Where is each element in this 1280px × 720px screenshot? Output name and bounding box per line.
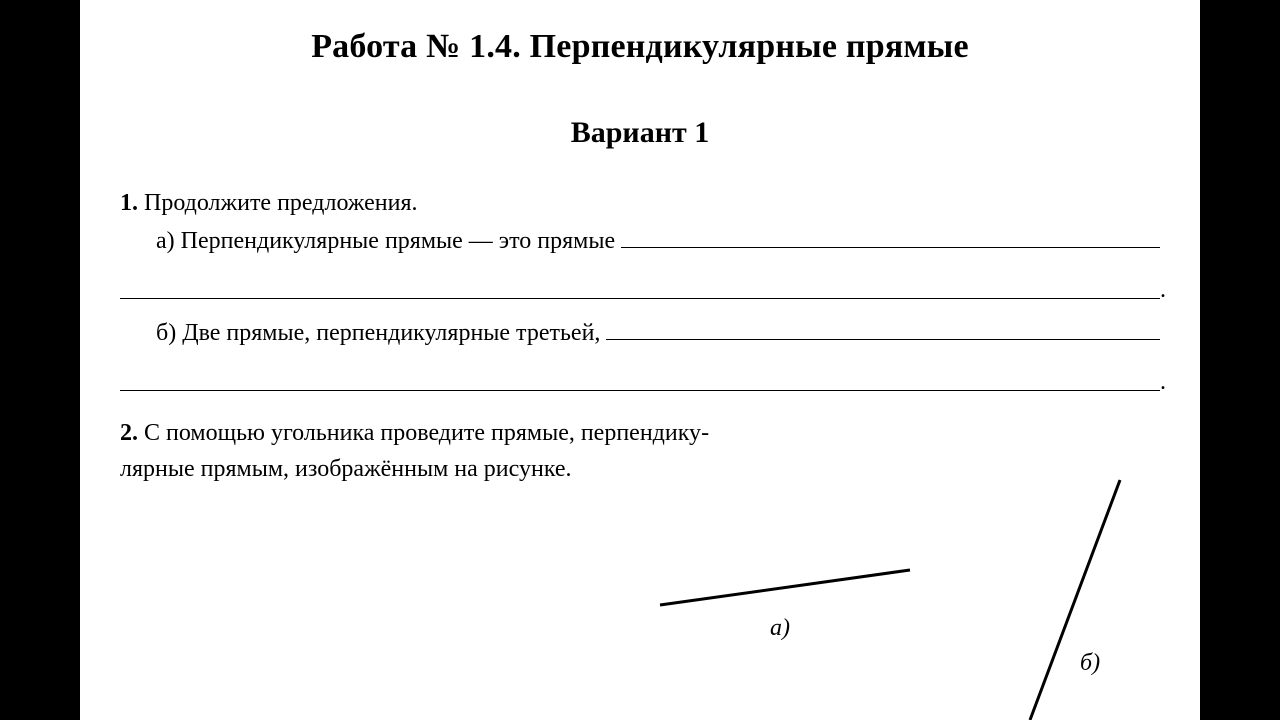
- diagram-line-a: [660, 570, 910, 605]
- worksheet-page: Работа № 1.4. Перпендикулярные прямые Ва…: [80, 0, 1200, 720]
- task-1b-label: б): [156, 320, 176, 347]
- task-1a-label: а): [156, 228, 175, 255]
- task-2-number: 2.: [120, 420, 138, 446]
- task-1: 1. Продолжите предложения.: [120, 190, 1160, 217]
- diagram-line-b: [1030, 480, 1120, 720]
- blank-line-full: [120, 375, 1160, 391]
- blank-line-full: [120, 283, 1160, 299]
- task-1-number: 1.: [120, 190, 138, 216]
- worksheet-title: Работа № 1.4. Перпендикулярные прямые: [120, 28, 1160, 66]
- task-1a-text: Перпендикулярные прямые — это прямые: [181, 228, 615, 255]
- task-1-prompt: Продолжите предложения.: [144, 190, 418, 216]
- task-1b-text: Две прямые, перпендикулярные третьей,: [182, 320, 600, 347]
- blank-line: [606, 317, 1160, 340]
- task-1b-row: б) Две прямые, перпендикулярные третьей,: [120, 317, 1160, 347]
- blank-line: [621, 225, 1160, 248]
- variant-heading: Вариант 1: [120, 116, 1160, 150]
- task-1a-row: а) Перпендикулярные прямые — это прямые: [120, 225, 1160, 255]
- diagram-label-b: б): [1080, 650, 1100, 676]
- lines-diagram: а) б): [600, 460, 1160, 720]
- diagram-label-a: а): [770, 615, 790, 641]
